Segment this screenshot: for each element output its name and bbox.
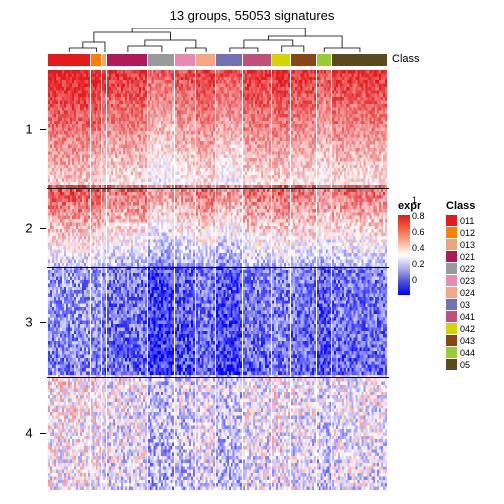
class-swatch (446, 359, 457, 370)
class-swatch (446, 299, 457, 310)
row-tick (40, 433, 46, 434)
class-bar-cell (291, 54, 317, 66)
class-legend-label: 042 (460, 324, 475, 334)
class-bar-cell (196, 54, 216, 66)
class-legend-label: 021 (460, 252, 475, 262)
class-legend: Class 011 012 013 021 022 023 024 03 041 042 043 04… (446, 200, 475, 371)
legends: expr 10.80.60.40.20 Class 01101201302102… (398, 200, 498, 295)
class-bar-cell (107, 54, 148, 66)
expr-tick: 0.6 (412, 227, 425, 237)
class-legend-item: 011 (446, 215, 475, 226)
class-legend-label: 011 (460, 216, 474, 226)
class-legend-item: 013 (446, 239, 475, 250)
class-bar-cell (272, 54, 291, 66)
dendrogram (48, 28, 388, 52)
class-swatch (446, 239, 457, 250)
heatmap-column (91, 70, 103, 490)
heatmap-column (216, 70, 243, 490)
class-legend-item: 043 (446, 335, 475, 346)
class-swatch (446, 323, 457, 334)
class-swatch (446, 347, 457, 358)
class-bar-cell (148, 54, 175, 66)
heatmap-column (48, 70, 91, 490)
class-swatch (446, 263, 457, 274)
class-bar-cell (216, 54, 243, 66)
class-legend-label: 024 (460, 288, 475, 298)
class-swatch (446, 335, 457, 346)
heatmap-column (332, 70, 388, 490)
heatmap-column (196, 70, 216, 490)
class-bar-cell (243, 54, 272, 66)
class-legend-label: 022 (460, 264, 475, 274)
row-tick (40, 129, 46, 130)
expr-tick: 0.4 (412, 243, 425, 253)
class-bar-cell (332, 54, 388, 66)
class-legend-label: 05 (460, 360, 470, 370)
expr-tick: 1 (412, 195, 417, 205)
class-color-bar (48, 54, 388, 66)
class-legend-item: 012 (446, 227, 475, 238)
class-swatch (446, 287, 457, 298)
row-tick (40, 322, 46, 323)
class-bar-cell (48, 54, 91, 66)
class-swatch (446, 275, 457, 286)
row-labels: 1234 (14, 70, 44, 490)
heatmap-column (317, 70, 332, 490)
expr-tick: 0.2 (412, 259, 425, 269)
class-legend-item: 05 (446, 359, 475, 370)
class-legend-label: 023 (460, 276, 475, 286)
class-bar-cell (91, 54, 103, 66)
class-swatch (446, 311, 457, 322)
heatmap-column (291, 70, 317, 490)
class-bar-label: Class (392, 53, 420, 65)
class-legend-label: 013 (460, 240, 475, 250)
class-bar-cell (175, 54, 195, 66)
expr-tick: 0 (412, 275, 417, 285)
heatmap-column (148, 70, 175, 490)
class-swatch (446, 227, 457, 238)
expr-legend: expr 10.80.60.40.20 (398, 200, 438, 295)
expr-tick: 0.8 (412, 211, 425, 221)
chart-title: 13 groups, 55053 signatures (0, 8, 504, 23)
class-legend-label: 012 (460, 228, 475, 238)
heatmap-column (175, 70, 195, 490)
class-legend-item: 044 (446, 347, 475, 358)
class-legend-label: 03 (460, 300, 470, 310)
row-split-line (47, 188, 389, 189)
class-legend-label: 044 (460, 348, 475, 358)
heatmap-column (243, 70, 272, 490)
class-swatch (446, 251, 457, 262)
expr-gradient (398, 215, 410, 295)
heatmap-column (107, 70, 148, 490)
class-legend-item: 041 (446, 311, 475, 322)
class-legend-label: 041 (460, 312, 475, 322)
class-legend-title: Class (446, 200, 475, 212)
row-tick (40, 228, 46, 229)
class-swatch (446, 215, 457, 226)
class-legend-items: 011 012 013 021 022 023 024 03 041 042 043 044 05 (446, 215, 475, 370)
row-split-line (47, 377, 389, 378)
class-legend-item: 042 (446, 323, 475, 334)
class-legend-item: 021 (446, 251, 475, 262)
heatmap (48, 70, 388, 490)
expr-ticks: 10.80.60.40.20 (412, 200, 442, 280)
class-legend-label: 043 (460, 336, 475, 346)
class-legend-item: 023 (446, 275, 475, 286)
class-legend-item: 022 (446, 263, 475, 274)
class-bar-cell (317, 54, 332, 66)
row-split-line (47, 267, 389, 268)
heatmap-column (272, 70, 291, 490)
class-legend-item: 024 (446, 287, 475, 298)
class-legend-item: 03 (446, 299, 475, 310)
